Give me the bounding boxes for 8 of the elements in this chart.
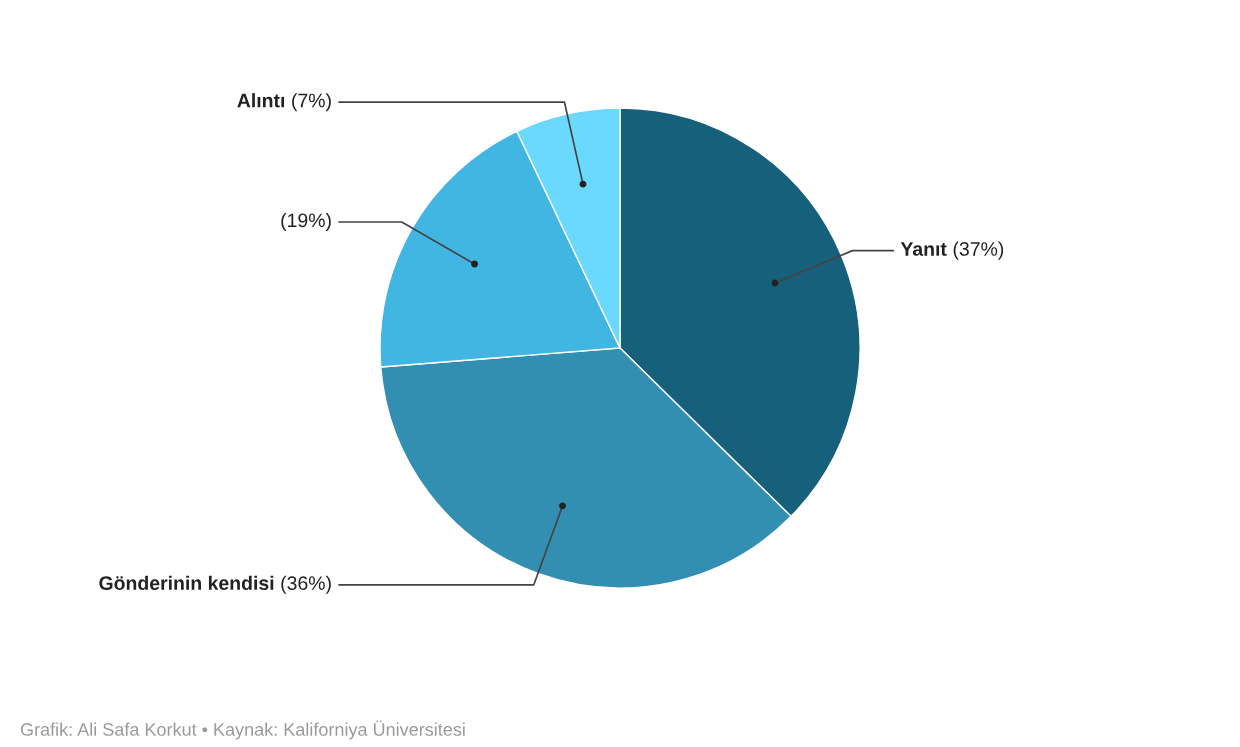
text: Grafik: Ali Safa Korkut • Kaynak: Kaliforniya Üniversitesi	[20, 720, 465, 740]
data-label: (36%)	[281, 575, 331, 594]
data-label: (37%)	[953, 241, 1004, 260]
slice-label: Alıntı	[237, 93, 285, 108]
data-label: (19%)	[281, 212, 331, 232]
slice-label: Yanıt	[900, 242, 947, 256]
data-label: (7%)	[292, 93, 331, 112]
slice-label: Gönderinin kendisi	[99, 575, 274, 591]
